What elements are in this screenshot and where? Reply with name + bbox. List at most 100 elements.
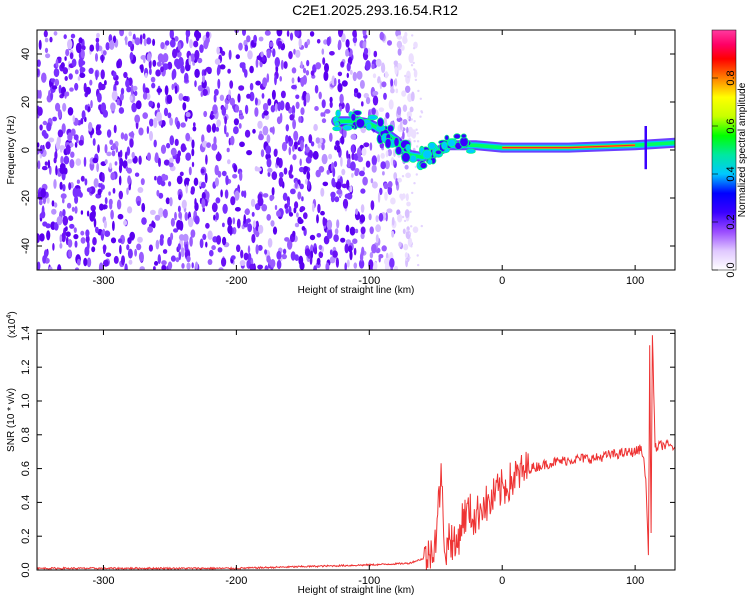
- noise-speckle: [125, 166, 129, 172]
- noise-speckle: [280, 59, 284, 70]
- noise-speckle: [365, 160, 371, 168]
- noise-speckle: [67, 239, 73, 248]
- noise-speckle: [64, 76, 68, 81]
- noise-speckle: [377, 154, 380, 163]
- noise-speckle: [188, 216, 194, 228]
- snr-x-axis-label: Height of straight line (km): [298, 585, 415, 596]
- noise-speckle: [177, 243, 181, 251]
- noise-speckle: [413, 182, 416, 185]
- snr-x-tick-label: 0: [499, 575, 505, 587]
- noise-speckle: [302, 67, 307, 74]
- signal-blob: [441, 141, 448, 150]
- noise-speckle: [49, 36, 53, 43]
- noise-speckle: [51, 200, 55, 207]
- noise-speckle: [194, 68, 200, 78]
- noise-speckle: [281, 253, 288, 260]
- noise-speckle: [215, 197, 221, 204]
- noise-speckle: [401, 215, 405, 219]
- noise-speckle: [319, 137, 323, 144]
- noise-speckle: [299, 206, 306, 212]
- noise-speckle: [160, 144, 167, 154]
- noise-speckle: [390, 78, 394, 87]
- noise-speckle: [117, 213, 124, 220]
- noise-speckle: [410, 91, 415, 102]
- noise-speckle: [419, 97, 422, 101]
- noise-speckle: [289, 114, 295, 121]
- spectrogram-y-tick-label: 40: [20, 48, 32, 60]
- noise-speckle: [84, 104, 88, 111]
- noise-speckle: [46, 230, 51, 241]
- noise-speckle: [204, 68, 207, 76]
- noise-speckle: [405, 258, 408, 262]
- noise-speckle: [249, 65, 254, 74]
- noise-speckle: [403, 243, 409, 251]
- noise-speckle: [236, 244, 241, 253]
- noise-speckle: [113, 255, 119, 264]
- noise-speckle: [369, 142, 373, 151]
- noise-speckle: [238, 42, 243, 51]
- noise-speckle: [314, 84, 319, 94]
- noise-speckle: [372, 95, 379, 106]
- noise-speckle: [104, 144, 108, 154]
- noise-speckle: [416, 140, 420, 143]
- noise-speckle: [212, 104, 218, 115]
- noise-speckle: [134, 90, 138, 96]
- noise-speckle: [150, 76, 156, 83]
- noise-speckle: [322, 218, 328, 226]
- noise-speckle: [129, 51, 134, 61]
- noise-speckle: [354, 88, 359, 94]
- noise-speckle: [227, 159, 231, 165]
- noise-speckle: [368, 213, 372, 221]
- noise-speckle: [43, 249, 48, 259]
- noise-speckle: [139, 266, 145, 270]
- noise-speckle: [143, 38, 147, 47]
- noise-speckle: [154, 261, 159, 266]
- noise-speckle: [177, 205, 181, 213]
- noise-speckle: [118, 175, 122, 186]
- noise-speckle: [262, 125, 269, 136]
- noise-speckle: [189, 236, 193, 247]
- noise-speckle: [403, 219, 407, 223]
- noise-speckle: [246, 218, 251, 223]
- noise-speckle: [293, 141, 298, 150]
- noise-speckle: [348, 245, 353, 253]
- noise-speckle: [55, 102, 61, 112]
- noise-speckle: [407, 75, 410, 79]
- noise-speckle: [360, 188, 366, 194]
- noise-speckle: [80, 237, 86, 244]
- noise-speckle: [322, 57, 326, 65]
- spectrogram-y-tick-label: -40: [20, 238, 32, 254]
- noise-speckle: [315, 62, 322, 70]
- noise-speckle: [285, 124, 289, 132]
- noise-speckle: [81, 110, 86, 120]
- noise-speckle: [87, 106, 91, 112]
- noise-speckle: [104, 80, 107, 86]
- noise-speckle: [60, 62, 65, 69]
- noise-speckle: [41, 205, 45, 216]
- noise-speckle: [174, 85, 178, 94]
- noise-speckle: [166, 142, 171, 149]
- noise-speckle: [88, 67, 94, 74]
- noise-speckle: [286, 30, 290, 37]
- noise-speckle: [260, 51, 264, 58]
- snr-y-tick-label: 1.4: [20, 326, 32, 341]
- noise-speckle: [170, 147, 177, 156]
- noise-speckle: [118, 238, 123, 243]
- noise-speckle: [409, 106, 414, 113]
- noise-speckle: [49, 165, 52, 175]
- noise-speckle: [411, 191, 414, 195]
- noise-speckle: [397, 177, 403, 183]
- noise-speckle: [169, 197, 173, 207]
- noise-speckle: [244, 44, 249, 52]
- noise-speckle: [326, 219, 333, 230]
- noise-speckle: [246, 150, 253, 156]
- signal-blob: [332, 126, 342, 132]
- noise-speckle: [134, 248, 138, 257]
- noise-speckle: [416, 132, 419, 135]
- noise-speckle: [377, 77, 380, 84]
- noise-speckle: [239, 260, 246, 266]
- noise-speckle: [352, 71, 357, 82]
- noise-speckle: [172, 68, 177, 79]
- noise-speckle: [229, 226, 233, 236]
- noise-speckle: [193, 122, 196, 127]
